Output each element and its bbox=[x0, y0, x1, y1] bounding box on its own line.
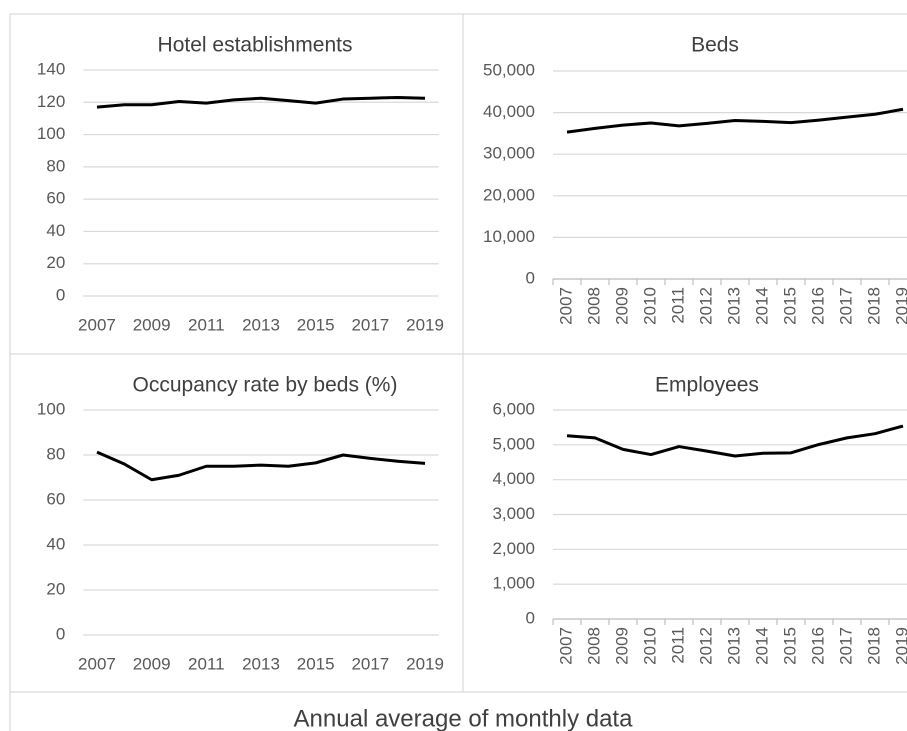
x-tick-label: 2015 bbox=[297, 315, 335, 334]
y-tick-label: 0 bbox=[526, 608, 535, 627]
x-tick-label: 2013 bbox=[724, 287, 743, 325]
x-tick-label: 2015 bbox=[780, 627, 799, 665]
x-tick-label: 2009 bbox=[612, 627, 631, 665]
x-tick-label: 2016 bbox=[808, 287, 827, 325]
y-tick-label: 80 bbox=[46, 156, 65, 175]
x-tick-label: 2013 bbox=[242, 315, 280, 334]
x-tick-label: 2010 bbox=[640, 287, 659, 325]
y-tick-label: 2,000 bbox=[492, 539, 535, 558]
x-tick-label: 2012 bbox=[696, 627, 715, 665]
y-tick-label: 40 bbox=[46, 221, 65, 240]
x-tick-label: 2018 bbox=[864, 627, 883, 665]
x-tick-label: 2019 bbox=[892, 287, 907, 325]
x-tick-label: 2009 bbox=[133, 654, 171, 673]
x-tick-label: 2009 bbox=[133, 315, 171, 334]
outer-frame bbox=[9, 13, 907, 731]
y-tick-label: 4,000 bbox=[492, 469, 535, 488]
x-tick-label: 2007 bbox=[78, 654, 116, 673]
chart-title: Occupancy rate by beds (%) bbox=[133, 374, 398, 397]
y-tick-label: 0 bbox=[56, 285, 65, 304]
chart-title: Hotel establishments bbox=[158, 34, 353, 57]
y-tick-label: 1,000 bbox=[492, 574, 535, 593]
x-tick-label: 2008 bbox=[584, 627, 603, 665]
y-tick-label: 20 bbox=[46, 253, 65, 272]
x-tick-label: 2007 bbox=[556, 287, 575, 325]
x-tick-label: 2010 bbox=[640, 627, 659, 665]
x-tick-label: 2013 bbox=[724, 627, 743, 665]
x-tick-label: 2016 bbox=[808, 627, 827, 665]
y-tick-label: 0 bbox=[56, 624, 65, 643]
caption: Annual average of monthly data bbox=[294, 705, 634, 731]
y-tick-label: 5,000 bbox=[492, 434, 535, 453]
x-tick-label: 2009 bbox=[612, 287, 631, 325]
x-tick-label: 2008 bbox=[584, 287, 603, 325]
x-tick-label: 2017 bbox=[351, 654, 389, 673]
y-tick-label: 60 bbox=[46, 489, 65, 508]
y-tick-label: 50,000 bbox=[483, 60, 535, 79]
y-tick-label: 140 bbox=[37, 59, 65, 78]
x-tick-label: 2017 bbox=[351, 315, 389, 334]
x-tick-label: 2011 bbox=[668, 627, 687, 664]
y-tick-label: 100 bbox=[37, 399, 65, 418]
x-tick-label: 2007 bbox=[556, 627, 575, 665]
line-series bbox=[566, 424, 904, 458]
x-tick-label: 2007 bbox=[78, 315, 116, 334]
x-tick-label: 2018 bbox=[864, 287, 883, 325]
x-tick-label: 2011 bbox=[188, 654, 225, 673]
x-tick-label: 2012 bbox=[696, 287, 715, 325]
y-tick-label: 40,000 bbox=[483, 102, 535, 121]
y-tick-label: 100 bbox=[37, 124, 65, 143]
y-tick-label: 3,000 bbox=[492, 504, 535, 523]
x-tick-label: 2019 bbox=[406, 315, 444, 334]
y-tick-label: 20,000 bbox=[483, 185, 535, 204]
y-tick-label: 0 bbox=[526, 268, 535, 287]
x-tick-label: 2017 bbox=[836, 627, 855, 665]
x-tick-label: 2011 bbox=[668, 287, 687, 324]
x-tick-label: 2013 bbox=[242, 654, 280, 673]
y-tick-label: 60 bbox=[46, 189, 65, 208]
line-series bbox=[566, 107, 904, 134]
line-series bbox=[96, 95, 426, 109]
line-series bbox=[96, 450, 426, 482]
y-tick-label: 80 bbox=[46, 444, 65, 463]
x-tick-label: 2019 bbox=[406, 654, 444, 673]
y-tick-label: 20 bbox=[46, 579, 65, 598]
x-tick-label: 2014 bbox=[752, 627, 771, 665]
x-tick-label: 2014 bbox=[752, 287, 771, 325]
y-tick-label: 40 bbox=[46, 534, 65, 553]
y-tick-label: 6,000 bbox=[492, 399, 535, 418]
x-tick-label: 2015 bbox=[297, 654, 335, 673]
x-tick-label: 2011 bbox=[188, 315, 225, 334]
chart-title: Beds bbox=[691, 34, 739, 57]
x-tick-label: 2015 bbox=[780, 287, 799, 325]
y-tick-label: 30,000 bbox=[483, 144, 535, 163]
x-tick-label: 2017 bbox=[836, 287, 855, 325]
y-tick-label: 120 bbox=[37, 92, 65, 111]
x-tick-label: 2019 bbox=[892, 627, 907, 665]
y-tick-label: 10,000 bbox=[483, 227, 535, 246]
chart-title: Employees bbox=[655, 374, 759, 397]
